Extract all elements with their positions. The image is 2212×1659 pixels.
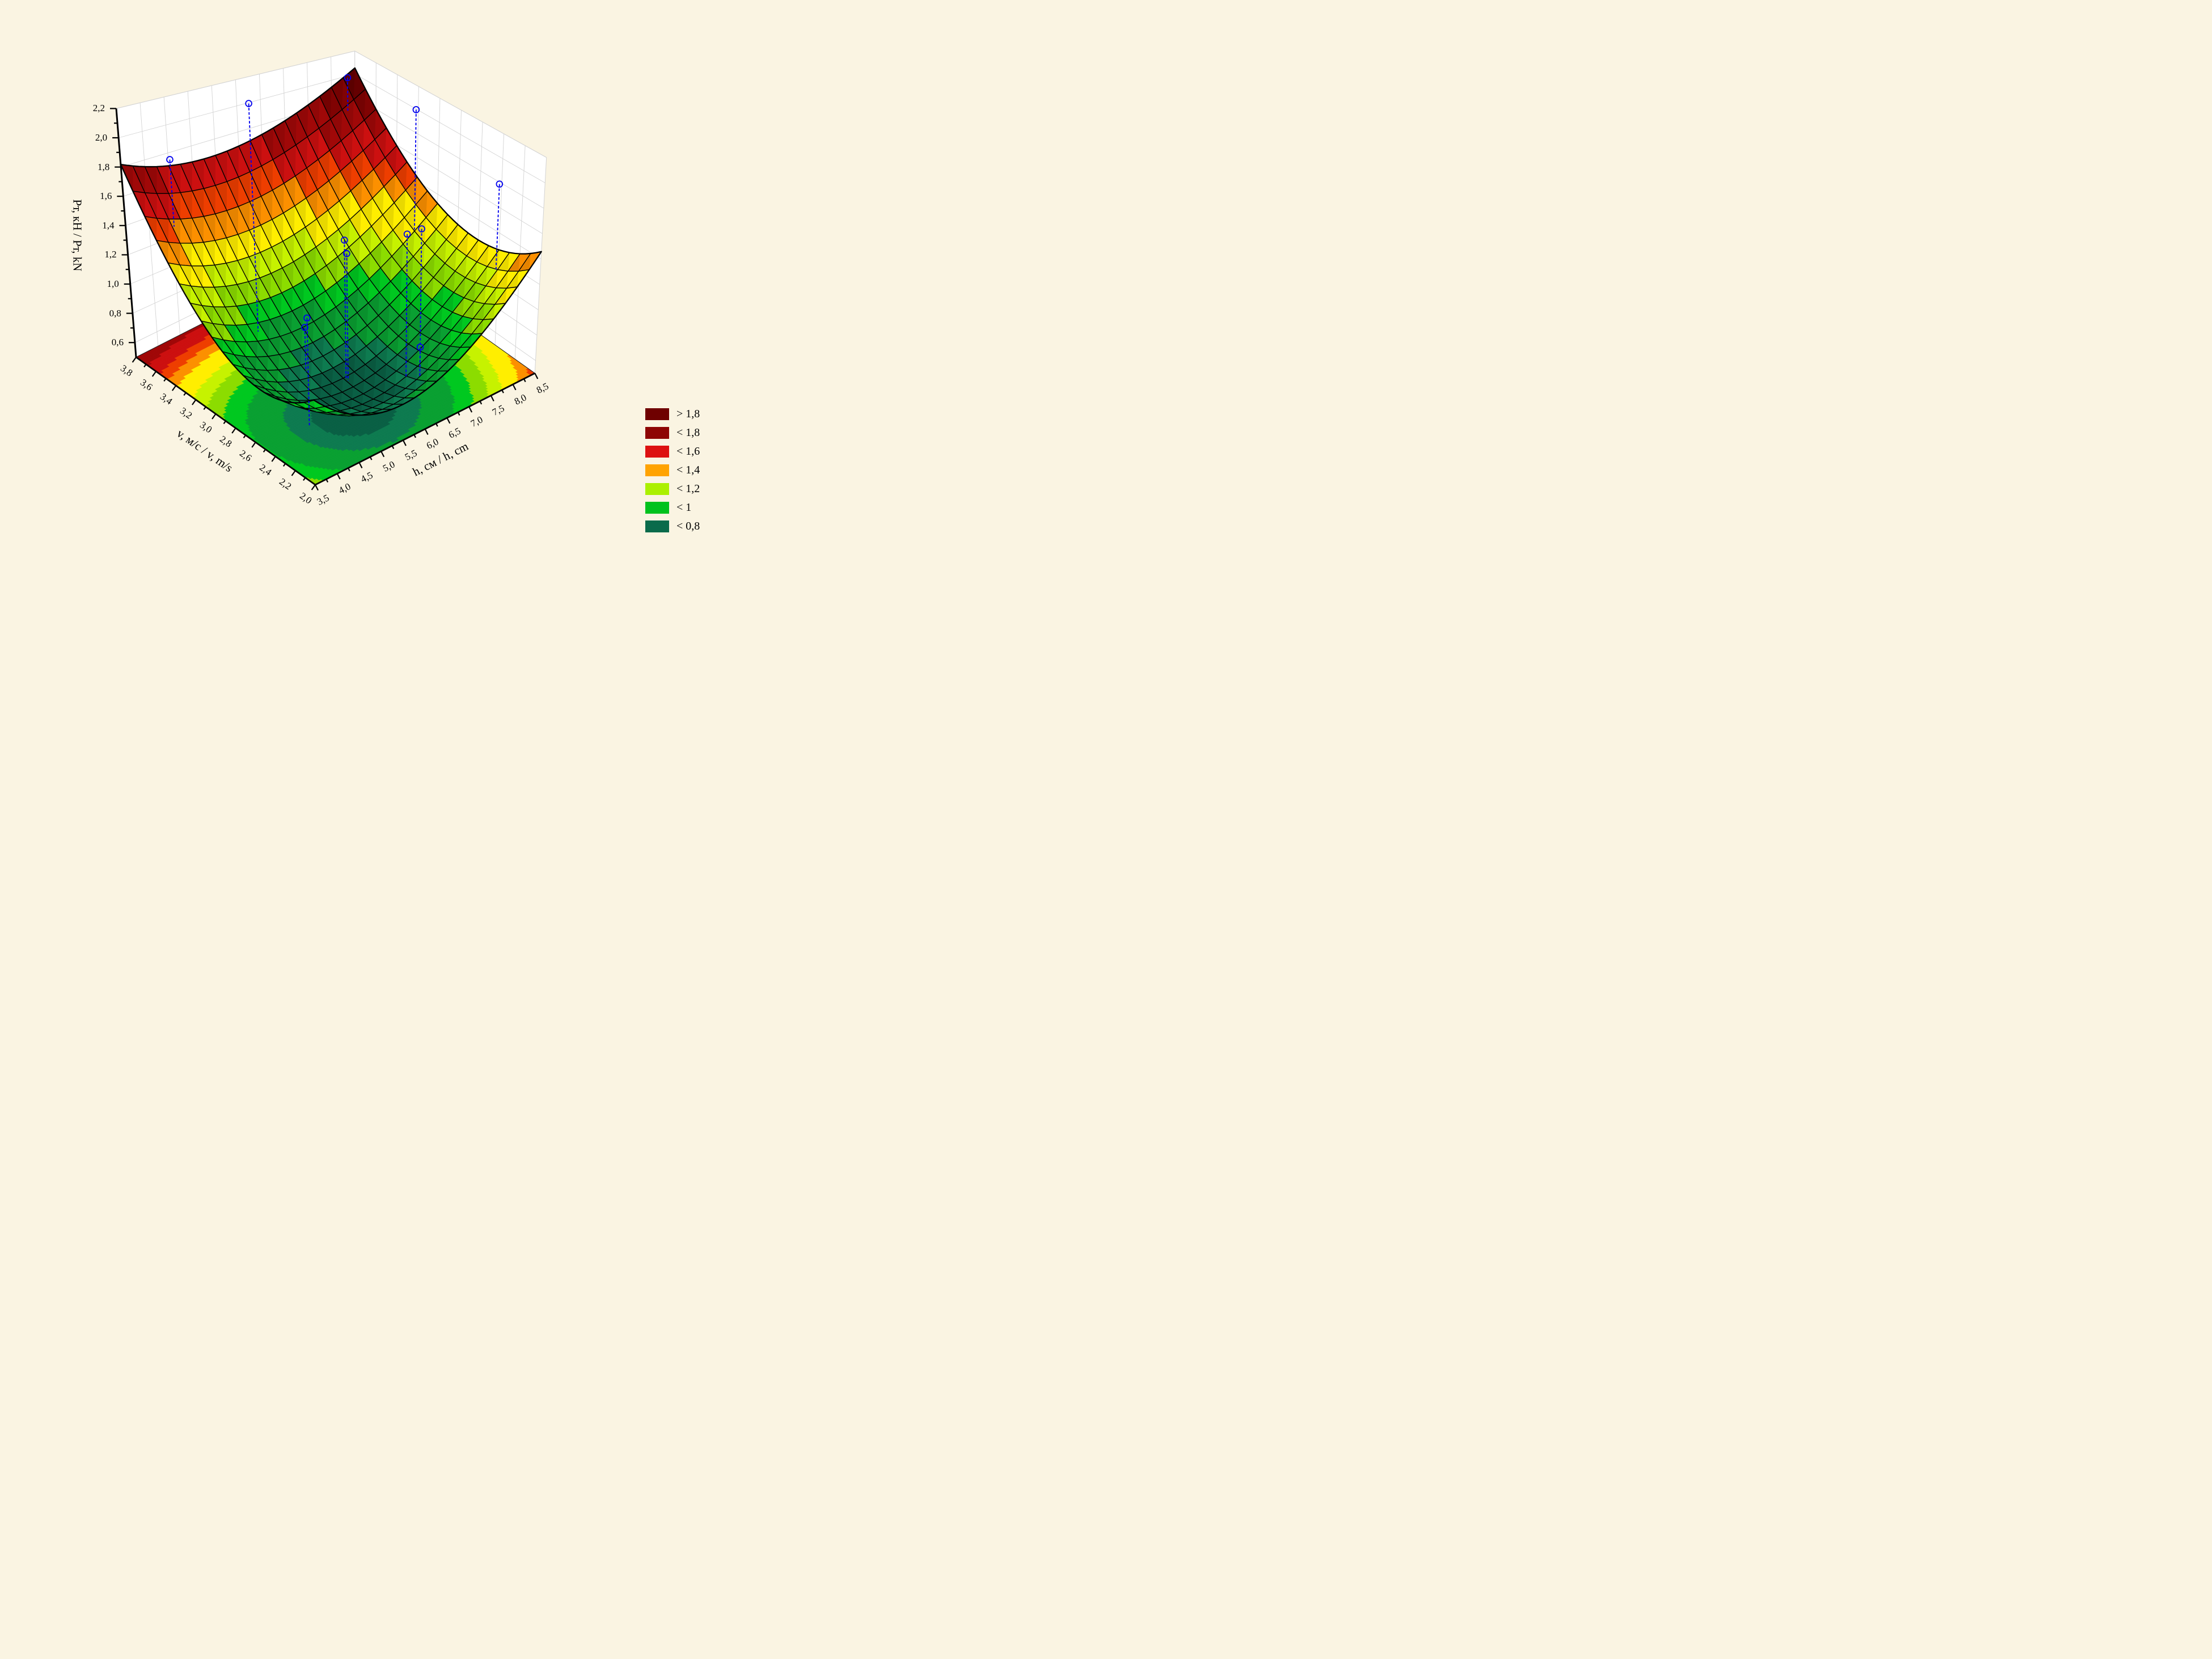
legend-row: < 1,2 xyxy=(645,480,700,498)
legend-swatch xyxy=(645,483,669,495)
legend-label: > 1,8 xyxy=(676,408,700,420)
legend-row: < 0,8 xyxy=(645,517,700,536)
legend-swatch xyxy=(645,502,669,514)
legend-label: < 1,8 xyxy=(676,426,700,439)
legend-swatch xyxy=(645,520,669,532)
legend-label: < 1 xyxy=(676,501,692,514)
legend-row: < 1 xyxy=(645,498,700,517)
legend-label: < 1,2 xyxy=(676,483,700,495)
legend-row: > 1,8 xyxy=(645,405,700,424)
legend-label: < 1,4 xyxy=(676,464,700,476)
legend-swatch xyxy=(645,464,669,476)
plot-canvas xyxy=(0,0,737,553)
legend-row: < 1,8 xyxy=(645,424,700,442)
legend-label: < 0,8 xyxy=(676,520,700,532)
legend: > 1,8 < 1,8 < 1,6 < 1,4 < 1,2 < 1 < 0,8 xyxy=(645,405,700,536)
legend-label: < 1,6 xyxy=(676,445,700,458)
legend-swatch xyxy=(645,408,669,420)
legend-swatch xyxy=(645,446,669,458)
surface-plot: Pт, кН / Pт, kN v, м/с / v, m/s h, см / … xyxy=(0,0,737,553)
legend-row: < 1,4 xyxy=(645,461,700,480)
legend-swatch xyxy=(645,427,669,439)
legend-row: < 1,6 xyxy=(645,442,700,461)
